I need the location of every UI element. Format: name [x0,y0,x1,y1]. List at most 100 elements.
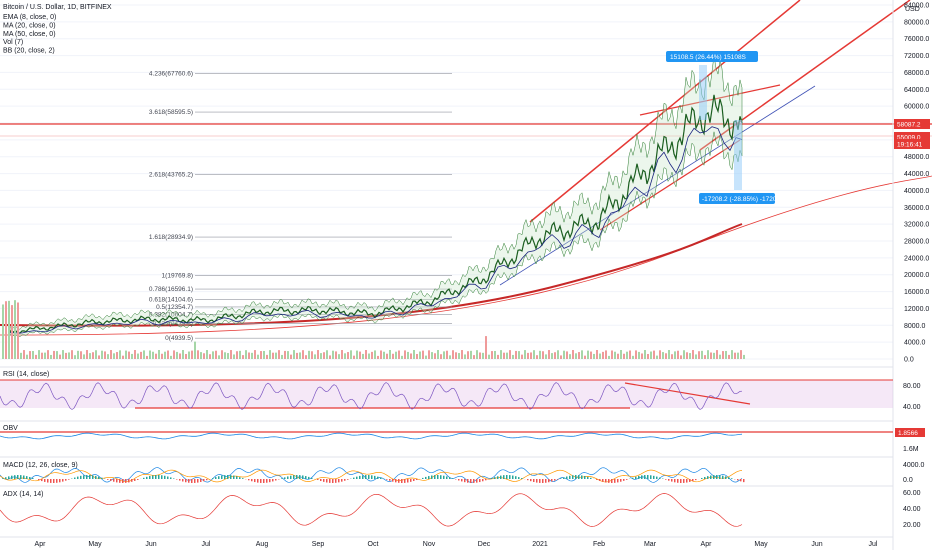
macd-hist-bar [110,479,112,481]
volume-bar [89,353,91,359]
macd-hist-bar [665,479,667,480]
price-tag-box-1 [894,132,930,142]
macd-hist-bar [311,477,313,479]
macd-hist-bar [443,475,445,479]
volume-bar [41,352,43,359]
price-tag-2: 19:16:41 [897,142,923,149]
macd-hist-bar [14,475,16,479]
volume-bar [701,350,703,359]
legend-item-3[interactable]: Vol (7) [3,39,23,46]
macd-hist-bar [626,479,628,480]
fib-label-9: 0.236(8439.8) [153,320,193,327]
volume-bar [557,350,559,359]
macd-hist-bar [32,477,34,479]
measure-down-tag [699,193,775,204]
macd-panel: MACD (12, 26, close, 9) 4000.0 0.0 [0,456,925,484]
adx-tick-40: 40.00 [903,506,921,513]
macd-hist-bar [644,475,646,479]
volume-bar [614,351,616,359]
rsi-label: RSI (14, close) [3,371,49,378]
volume-bar [626,351,628,359]
measure-down-text: -17208.2 (-28.85%) -17208Z [702,196,784,203]
macd-hist-bar [341,479,343,482]
volume-bar [449,355,451,359]
legend-item-0[interactable]: EMA (8, close, 0) [3,14,56,21]
macd-hist-bar [89,475,91,479]
legend-item-2[interactable]: MA (50, close, 0) [3,31,56,38]
volume-bar [119,350,121,359]
price-tag-box-2 [894,139,930,149]
macd-hist-bar [386,479,388,480]
macd-hist-bar [728,477,730,479]
volume-bar [293,350,295,359]
volume-bar [434,353,436,359]
volume-bar [632,355,634,359]
macd-hist-bar [101,477,103,479]
volume-bar [353,355,355,359]
volume-bar [602,351,604,359]
macd-hist-bar [296,475,298,479]
volume-bar [551,353,553,359]
macd-hist-bar [44,479,46,482]
macd-hist-bar [632,477,634,479]
macd-hist-bar [716,475,718,479]
macd-hist-bar [116,479,118,483]
macd-tick-0: 0.0 [903,477,913,484]
volume-bar [539,350,541,359]
macd-hist-bar [545,479,547,483]
time-axis[interactable]: Apr May Jun Jul Aug Sep Oct Nov Dec 2021 Feb Mar Apr… [35,541,878,548]
macd-hist-bar [212,478,214,479]
fib-label-1: 3.618(58595.5) [149,109,193,116]
price-tick-12: 36000.0 [904,205,929,212]
macd-hist-bar [554,479,556,481]
macd-hist-bar [29,476,31,479]
time-tick-4: Aug [256,541,269,548]
macd-hist-bar [170,477,172,479]
volume-bar [410,353,412,359]
volume-bar [20,352,22,359]
volume-bar [386,353,388,359]
macd-hist-bar [410,479,412,482]
macd-hist-bar [743,479,745,483]
macd-hist-bar [602,479,604,482]
volume-bar [116,352,118,359]
macd-hist-bar [449,477,451,479]
indicator-legend[interactable]: EMA (8, close, 0)MA (20, close, 0) MA (50… [3,14,56,55]
legend-item-1[interactable]: MA (20, close, 0) [3,22,56,29]
price-tick-10: 44000.0 [904,171,929,178]
symbol-title[interactable]: Bitcoin / U.S. Dollar, 1D, BITFINEX [3,4,112,11]
macd-hist-bar [566,476,568,479]
macd-hist-bar [113,479,115,482]
fib-label-0: 4.236(67760.6) [149,70,193,77]
price-axis-unit: USD [905,6,920,13]
volume-bar [503,352,505,359]
volume-bar [215,350,217,359]
legend-item-4[interactable]: BB (20, close, 2) [3,48,55,55]
volume-bar [32,350,34,359]
macd-hist-bar [239,477,241,479]
volume-bar [62,350,64,359]
adx-tick-60: 60.00 [903,490,921,497]
macd-hist-bar [647,475,649,479]
price-tick-17: 16000.0 [904,289,929,296]
volume-bar [125,350,127,359]
volume-bar [569,354,571,359]
volume-bar [392,353,394,359]
volume-bar [362,353,364,359]
time-tick-12: Apr [701,541,713,548]
macd-hist-bar [308,476,310,479]
volume-bar [368,353,370,359]
volume-bar [458,353,460,359]
macd-hist-bar [200,479,202,483]
volume-bar [671,354,673,359]
time-tick-15: Jul [869,541,878,548]
volume-bar [629,350,631,359]
macd-hist-bar [692,479,694,482]
macd-hist-bar [434,475,436,479]
volume-bar [74,355,76,359]
obv-tag-box [895,428,925,437]
macd-hist-bar [83,475,85,479]
macd-hist-bar [353,477,355,479]
volume-bar [17,302,19,359]
